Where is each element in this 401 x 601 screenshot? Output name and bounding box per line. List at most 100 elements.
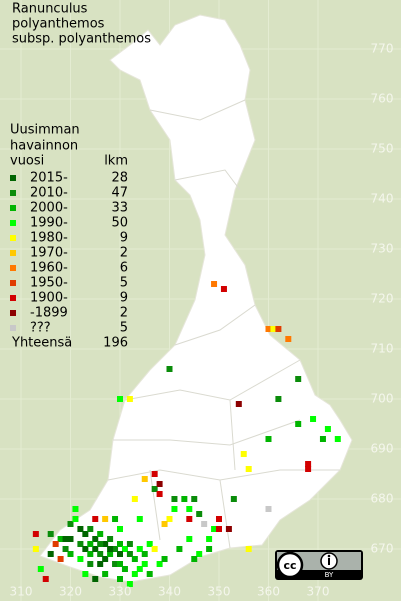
observation: [107, 551, 114, 557]
easting-label: 330: [109, 585, 132, 599]
northing-label: 700: [371, 392, 394, 406]
observation: [156, 491, 163, 497]
observation: [126, 551, 133, 557]
observation: [102, 516, 109, 522]
easting-label: 360: [257, 585, 280, 599]
legend-swatch: [10, 310, 16, 316]
observation: [166, 516, 173, 522]
legend-count: 33: [111, 201, 128, 216]
observation: [77, 556, 84, 562]
legend-label: 2015-: [30, 171, 68, 186]
observation: [225, 526, 232, 532]
observation: [206, 546, 213, 552]
northing-label: 770: [371, 42, 394, 56]
legend-header: vuosi: [10, 154, 44, 169]
legend-swatch: [10, 220, 16, 226]
observation: [216, 526, 222, 532]
observation: [67, 521, 74, 527]
legend-header: Uusimman: [10, 123, 80, 138]
northing-label: 750: [371, 142, 394, 156]
observation: [97, 551, 104, 557]
observation: [102, 541, 109, 547]
observation: [82, 571, 89, 577]
observation: [334, 436, 341, 442]
observation: [87, 541, 94, 547]
legend-label: 1980-: [30, 231, 68, 246]
observation: [87, 561, 94, 567]
observation: [295, 376, 302, 382]
observation: [151, 471, 158, 477]
legend-label: 1950-: [30, 276, 68, 291]
observation: [270, 326, 277, 332]
legend-count: 9: [120, 291, 128, 306]
easting-label: 350: [208, 585, 231, 599]
observation: [117, 526, 123, 532]
northing-label: 710: [371, 342, 394, 356]
observation: [126, 396, 133, 402]
observations: [32, 281, 341, 587]
legend-swatch: [10, 205, 16, 211]
observation: [156, 561, 163, 567]
observation: [146, 541, 153, 547]
northing-label: 730: [371, 242, 394, 256]
observation: [265, 506, 272, 512]
observation: [87, 526, 94, 532]
observation: [72, 516, 79, 522]
observation: [275, 326, 282, 332]
observation: [196, 551, 203, 557]
observation: [72, 506, 79, 512]
observation: [82, 531, 89, 537]
northing-label: 740: [371, 192, 394, 206]
observation: [265, 326, 272, 332]
observation: [47, 551, 54, 557]
legend-total-label: Yhteensä: [11, 336, 72, 351]
license-text: BY: [325, 571, 334, 579]
legend-header: lkm: [104, 154, 128, 169]
observation: [186, 506, 193, 512]
easting-label: 310: [10, 585, 33, 599]
license-badge: cc BY: [275, 550, 363, 580]
observation: [275, 396, 282, 402]
legend-swatch: [10, 235, 16, 241]
observation: [166, 366, 173, 372]
observation: [324, 426, 331, 432]
title-line: polyanthemos: [12, 17, 105, 32]
observation: [171, 496, 178, 502]
northing-label: 670: [371, 542, 394, 556]
observation: [191, 496, 198, 502]
legend-count: 5: [120, 276, 128, 291]
observation: [245, 466, 252, 472]
observation: [211, 281, 218, 287]
legend-label: ???: [30, 321, 51, 336]
observation: [220, 286, 227, 292]
northing-label: 680: [371, 492, 394, 506]
observation: [131, 556, 138, 562]
northing-label: 760: [371, 92, 394, 106]
observation: [87, 551, 94, 557]
observation: [62, 536, 69, 542]
observation: [136, 566, 143, 572]
observation: [235, 401, 242, 407]
observation: [97, 561, 104, 567]
legend-swatch: [10, 265, 16, 271]
observation: [117, 576, 123, 582]
observation: [319, 436, 326, 442]
observation: [37, 566, 44, 572]
observation: [151, 546, 158, 552]
title-line: Ranunculus: [12, 2, 88, 17]
svg-text:cc: cc: [283, 559, 296, 572]
legend-label: 1990-: [30, 216, 68, 231]
observation: [57, 536, 64, 542]
observation: [141, 551, 148, 557]
legend-label: -1899: [30, 306, 68, 321]
observation: [112, 561, 119, 567]
observation: [42, 576, 49, 582]
legend-count: 47: [111, 186, 128, 201]
observation: [107, 546, 114, 552]
observation: [206, 536, 213, 542]
observation: [102, 556, 109, 562]
observation: [305, 466, 312, 472]
observation: [245, 546, 252, 552]
observation: [265, 436, 272, 442]
